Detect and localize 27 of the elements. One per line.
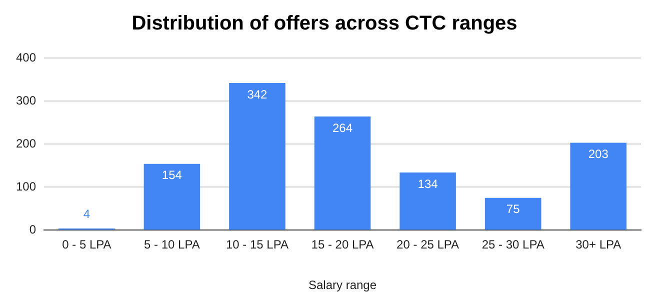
x-tick-label: 10 - 15 LPA bbox=[226, 238, 288, 252]
x-axis-title: Salary range bbox=[308, 278, 377, 292]
data-label: 134 bbox=[418, 176, 438, 191]
x-tick-label: 0 - 5 LPA bbox=[62, 238, 112, 252]
x-tick-label: 15 - 20 LPA bbox=[311, 238, 374, 252]
data-label: 154 bbox=[162, 168, 182, 182]
x-tick-label: 20 - 25 LPA bbox=[396, 238, 460, 252]
y-tick-label: 400 bbox=[16, 50, 36, 64]
x-tick-label: 5 - 10 LPA bbox=[144, 238, 200, 252]
y-tick-label: 0 bbox=[29, 222, 36, 237]
y-tick-label: 200 bbox=[16, 136, 36, 150]
y-tick-label: 100 bbox=[16, 179, 36, 194]
x-tick-label: 25 - 30 LPA bbox=[482, 238, 544, 252]
chart-title: Distribution of offers across CTC ranges bbox=[132, 12, 518, 35]
data-label: 203 bbox=[588, 147, 609, 162]
data-label: 75 bbox=[506, 202, 520, 216]
bar bbox=[570, 142, 626, 230]
x-tick-label: 30+ LPA bbox=[576, 238, 622, 252]
bar bbox=[229, 82, 286, 230]
bar bbox=[314, 116, 371, 230]
data-label: 342 bbox=[247, 87, 268, 102]
y-tick-label: 300 bbox=[16, 93, 36, 108]
bar bbox=[484, 198, 542, 230]
bar bbox=[400, 172, 456, 230]
data-label: 264 bbox=[332, 120, 353, 135]
data-label: 4 bbox=[83, 206, 90, 221]
bar bbox=[144, 164, 200, 230]
